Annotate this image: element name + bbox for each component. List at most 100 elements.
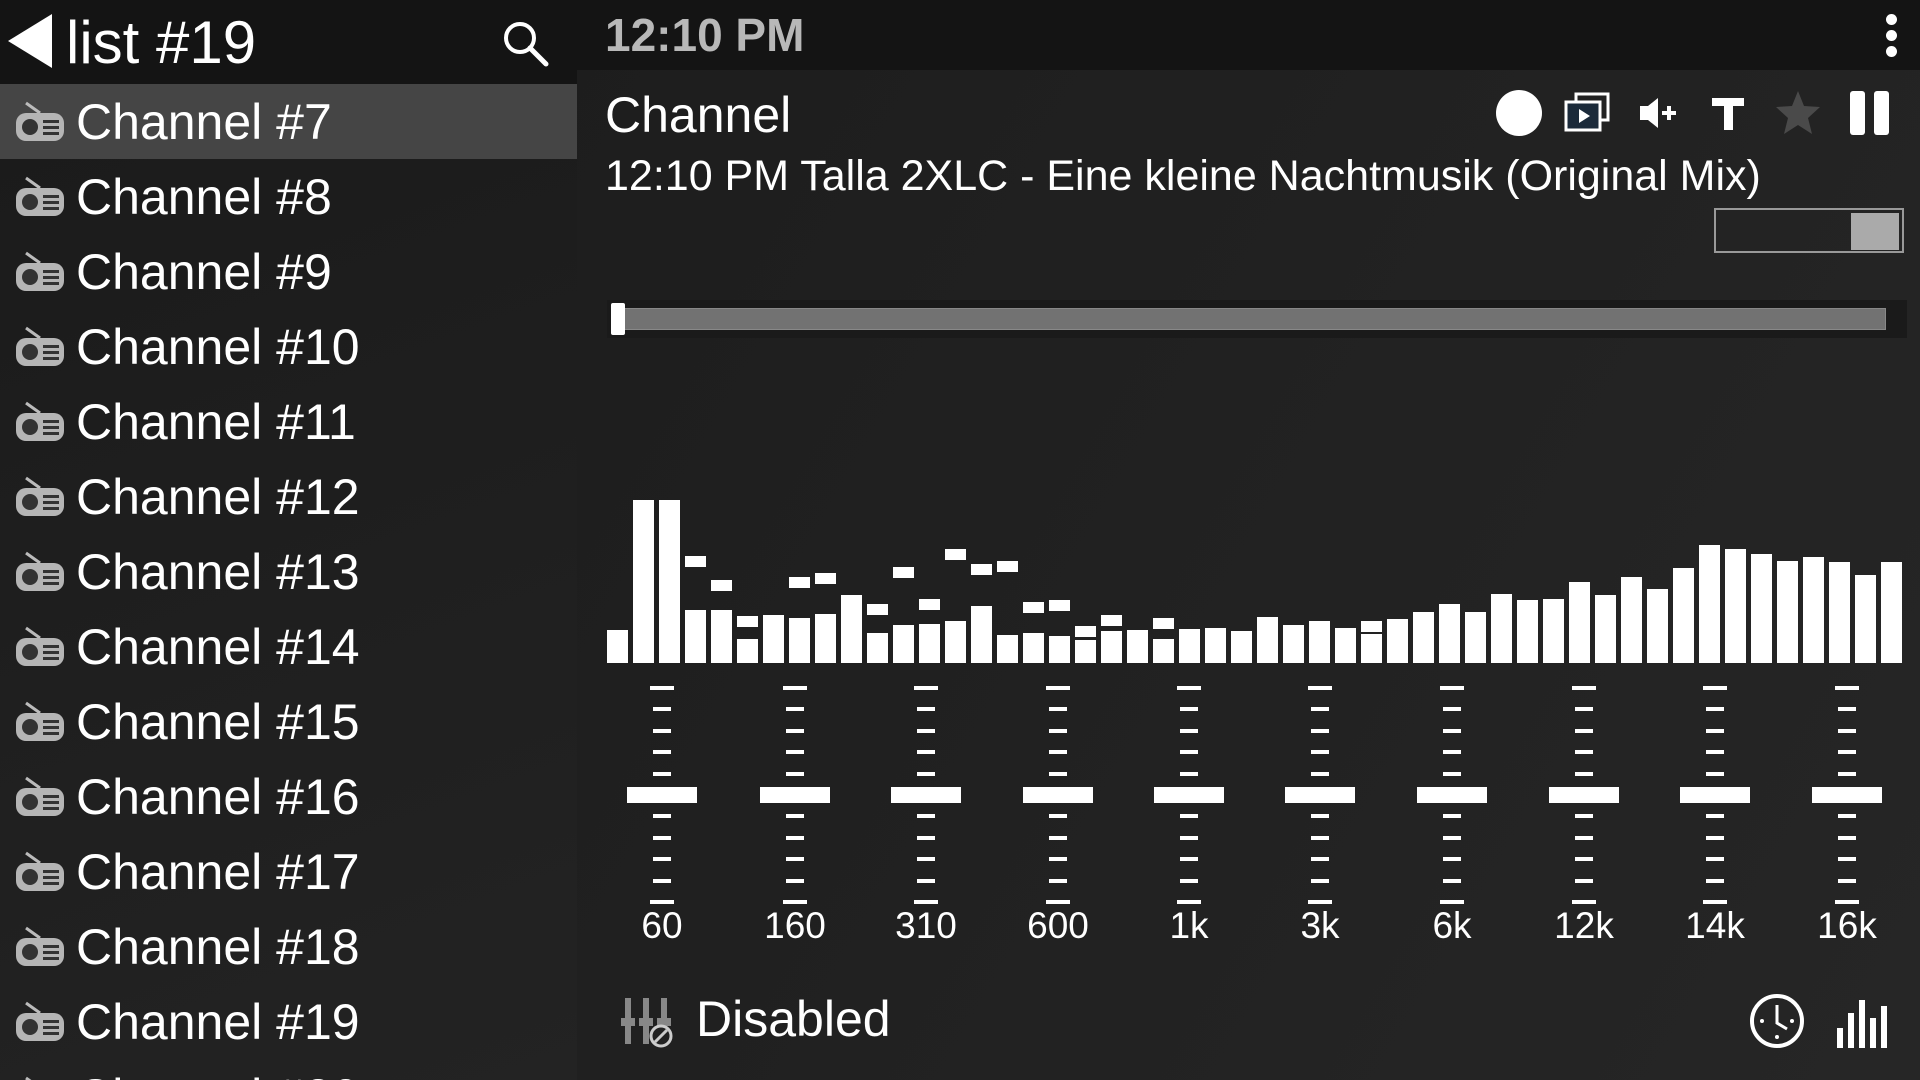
channel-list-item[interactable]: Channel #12 — [0, 459, 577, 534]
eq-tick — [1443, 878, 1461, 883]
player-panel: 12:10 PM Channel 12:10 PM Talla 2XLC - E… — [577, 0, 1920, 1080]
channel-list-item[interactable]: Channel #18 — [0, 909, 577, 984]
back-triangle-icon[interactable] — [8, 14, 52, 68]
spectrum-bar — [945, 621, 966, 663]
pause-icon[interactable] — [1845, 88, 1895, 138]
channel-list-item[interactable]: Channel #19 — [0, 984, 577, 1059]
spectrum-bar — [997, 635, 1018, 663]
channel-label: Channel #18 — [76, 918, 360, 975]
equalizer-status[interactable]: Disabled — [696, 991, 891, 1047]
eq-tick — [1575, 750, 1593, 755]
eq-band-slider[interactable]: 6k — [1407, 680, 1497, 950]
channel-label: Channel #10 — [76, 318, 360, 375]
spectrum-bar — [1439, 604, 1460, 663]
eq-tick — [1180, 728, 1198, 733]
eq-band-slider[interactable]: 310 — [881, 680, 971, 950]
channel-list-item[interactable]: Channel #17 — [0, 834, 577, 909]
radio-icon — [16, 251, 64, 291]
video-icon[interactable] — [1562, 88, 1612, 138]
channel-list-item[interactable]: Channel #9 — [0, 234, 577, 309]
eq-tick — [1049, 707, 1067, 712]
spectrum-bar — [1335, 628, 1356, 663]
eq-tick — [1835, 900, 1859, 904]
equalizer-disabled-icon[interactable] — [619, 996, 675, 1048]
overflow-menu-icon[interactable] — [1886, 14, 1898, 58]
eq-band-thumb[interactable] — [1023, 787, 1093, 803]
spectrum-bar — [1283, 625, 1304, 663]
channel-label: Channel #11 — [76, 393, 356, 450]
eq-tick — [1706, 878, 1724, 883]
channel-list-item[interactable]: Channel #16 — [0, 759, 577, 834]
spectrum-peak — [893, 567, 914, 578]
eq-band-thumb[interactable] — [891, 787, 961, 803]
radio-icon — [16, 626, 64, 666]
eq-band-slider[interactable]: 160 — [750, 680, 840, 950]
channel-label: Channel #13 — [76, 543, 360, 600]
eq-band-slider[interactable]: 1k — [1144, 680, 1234, 950]
list-title: list #19 — [66, 9, 257, 76]
eq-band-slider[interactable]: 14k — [1670, 680, 1760, 950]
channel-label: Channel #17 — [76, 843, 360, 900]
eq-band-thumb[interactable] — [1417, 787, 1487, 803]
spectrum-peak — [919, 599, 940, 610]
spectrum-bar — [1647, 589, 1668, 663]
eq-tick — [1440, 686, 1464, 690]
eq-band-thumb[interactable] — [1812, 787, 1882, 803]
eq-tick — [1706, 707, 1724, 712]
spectrum-bar — [1777, 561, 1798, 663]
seek-bar[interactable] — [607, 300, 1907, 338]
spectrum-peak — [1049, 600, 1070, 611]
star-icon[interactable] — [1773, 88, 1823, 138]
eq-band-slider[interactable]: 600 — [1013, 680, 1103, 950]
eq-band-thumb[interactable] — [1680, 787, 1750, 803]
eq-band-label: 310 — [895, 905, 957, 946]
spectrum-bar — [1075, 640, 1096, 663]
eq-tick — [1311, 750, 1329, 755]
volume-up-icon[interactable] — [1634, 88, 1684, 138]
channel-list-item[interactable]: Channel #13 — [0, 534, 577, 609]
eq-band-slider[interactable]: 3k — [1275, 680, 1365, 950]
text-icon[interactable] — [1704, 88, 1754, 138]
eq-band-thumb[interactable] — [1549, 787, 1619, 803]
spectrum-bar — [1621, 577, 1642, 663]
spectrum-bar — [1725, 549, 1746, 663]
radio-icon — [16, 551, 64, 591]
eq-band-thumb[interactable] — [627, 787, 697, 803]
record-icon[interactable] — [1494, 88, 1544, 138]
spectrum-bar — [1465, 612, 1486, 663]
channel-list-item[interactable]: Channel #14 — [0, 609, 577, 684]
eq-band-slider[interactable]: 12k — [1539, 680, 1629, 950]
eq-band-slider[interactable]: 60 — [617, 680, 707, 950]
eq-band-thumb[interactable] — [760, 787, 830, 803]
eq-tick — [1180, 771, 1198, 776]
eq-tick — [786, 728, 804, 733]
spectrum-bar — [1257, 617, 1278, 663]
eq-band-thumb[interactable] — [1285, 787, 1355, 803]
channel-list-item[interactable]: Channel #10 — [0, 309, 577, 384]
radio-icon — [16, 476, 64, 516]
eq-tick — [1180, 750, 1198, 755]
eq-tick — [1311, 835, 1329, 840]
channel-list-item[interactable]: Channel #15 — [0, 684, 577, 759]
eq-tick — [1177, 686, 1201, 690]
eq-tick — [1838, 728, 1856, 733]
eq-tick — [1180, 707, 1198, 712]
radio-icon — [16, 701, 64, 741]
spectrum-bar — [1387, 619, 1408, 663]
channel-list-item[interactable]: Channel #20 — [0, 1059, 577, 1080]
radio-icon — [16, 326, 64, 366]
bars-icon[interactable] — [1835, 998, 1889, 1048]
channel-list-item[interactable]: Channel #7 — [0, 84, 577, 159]
seek-thumb[interactable] — [611, 303, 625, 335]
eq-band-thumb[interactable] — [1154, 787, 1224, 803]
search-icon[interactable] — [500, 18, 550, 68]
eq-tick — [1443, 857, 1461, 862]
channel-list-item[interactable]: Channel #11 — [0, 384, 577, 459]
clock-icon[interactable] — [1749, 993, 1805, 1049]
channel-list-item[interactable]: Channel #8 — [0, 159, 577, 234]
now-playing-text: 12:10 PM Talla 2XLC - Eine kleine Nachtm… — [605, 152, 1761, 200]
spectrum-peak — [711, 580, 732, 591]
spectrum-bar — [1543, 599, 1564, 663]
eq-tick — [1311, 814, 1329, 819]
eq-band-slider[interactable]: 16k — [1802, 680, 1892, 950]
